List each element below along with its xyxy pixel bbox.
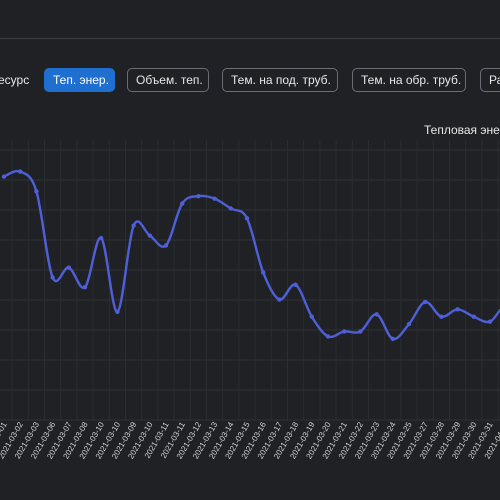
data-point (180, 201, 185, 206)
data-point (196, 194, 201, 199)
header-divider (0, 38, 500, 39)
data-point (212, 196, 217, 201)
data-point (374, 312, 379, 317)
data-point (342, 329, 347, 334)
data-point (228, 206, 233, 211)
data-point (406, 321, 412, 327)
data-point (18, 169, 23, 174)
data-point (325, 334, 331, 339)
tab-supply-pipe-temp[interactable]: Тем. на под. труб. (222, 68, 338, 92)
data-point (147, 233, 152, 238)
data-point (358, 329, 363, 334)
data-point (390, 336, 395, 342)
data-point (1, 174, 7, 179)
data-point (277, 297, 282, 302)
data-point (309, 314, 314, 319)
data-points (1, 169, 493, 342)
data-point (261, 270, 266, 275)
data-point (471, 314, 476, 319)
tab-return-pipe-temp[interactable]: Тем. на обр. труб. (352, 68, 466, 92)
tab-thermal-energy[interactable]: Теп. энер. (44, 68, 115, 92)
data-point (439, 314, 444, 319)
data-point (244, 216, 250, 221)
series-line (3, 169, 500, 341)
data-point (423, 299, 428, 305)
tab-more[interactable]: Ра (480, 68, 500, 92)
data-point (115, 309, 120, 315)
data-point (82, 285, 88, 290)
data-point (131, 223, 136, 228)
data-point (163, 243, 169, 248)
resource-label: есурс (0, 73, 30, 87)
data-point (50, 275, 55, 280)
data-point (487, 319, 493, 324)
data-point (455, 307, 460, 312)
data-point (99, 235, 104, 241)
chart-grid (0, 140, 500, 421)
chart-title: Тепловая эне (424, 123, 500, 137)
tab-heat-volume[interactable]: Объем. теп. (127, 68, 209, 92)
data-point (66, 265, 72, 270)
resource-toggle-group: Теп. энер. Объем. теп. Тем. на под. труб… (0, 68, 500, 94)
x-tick-labels: 2021-03-012021-03-022021-03-032021-03-06… (0, 420, 500, 460)
data-point (34, 189, 39, 194)
data-point (293, 282, 298, 287)
